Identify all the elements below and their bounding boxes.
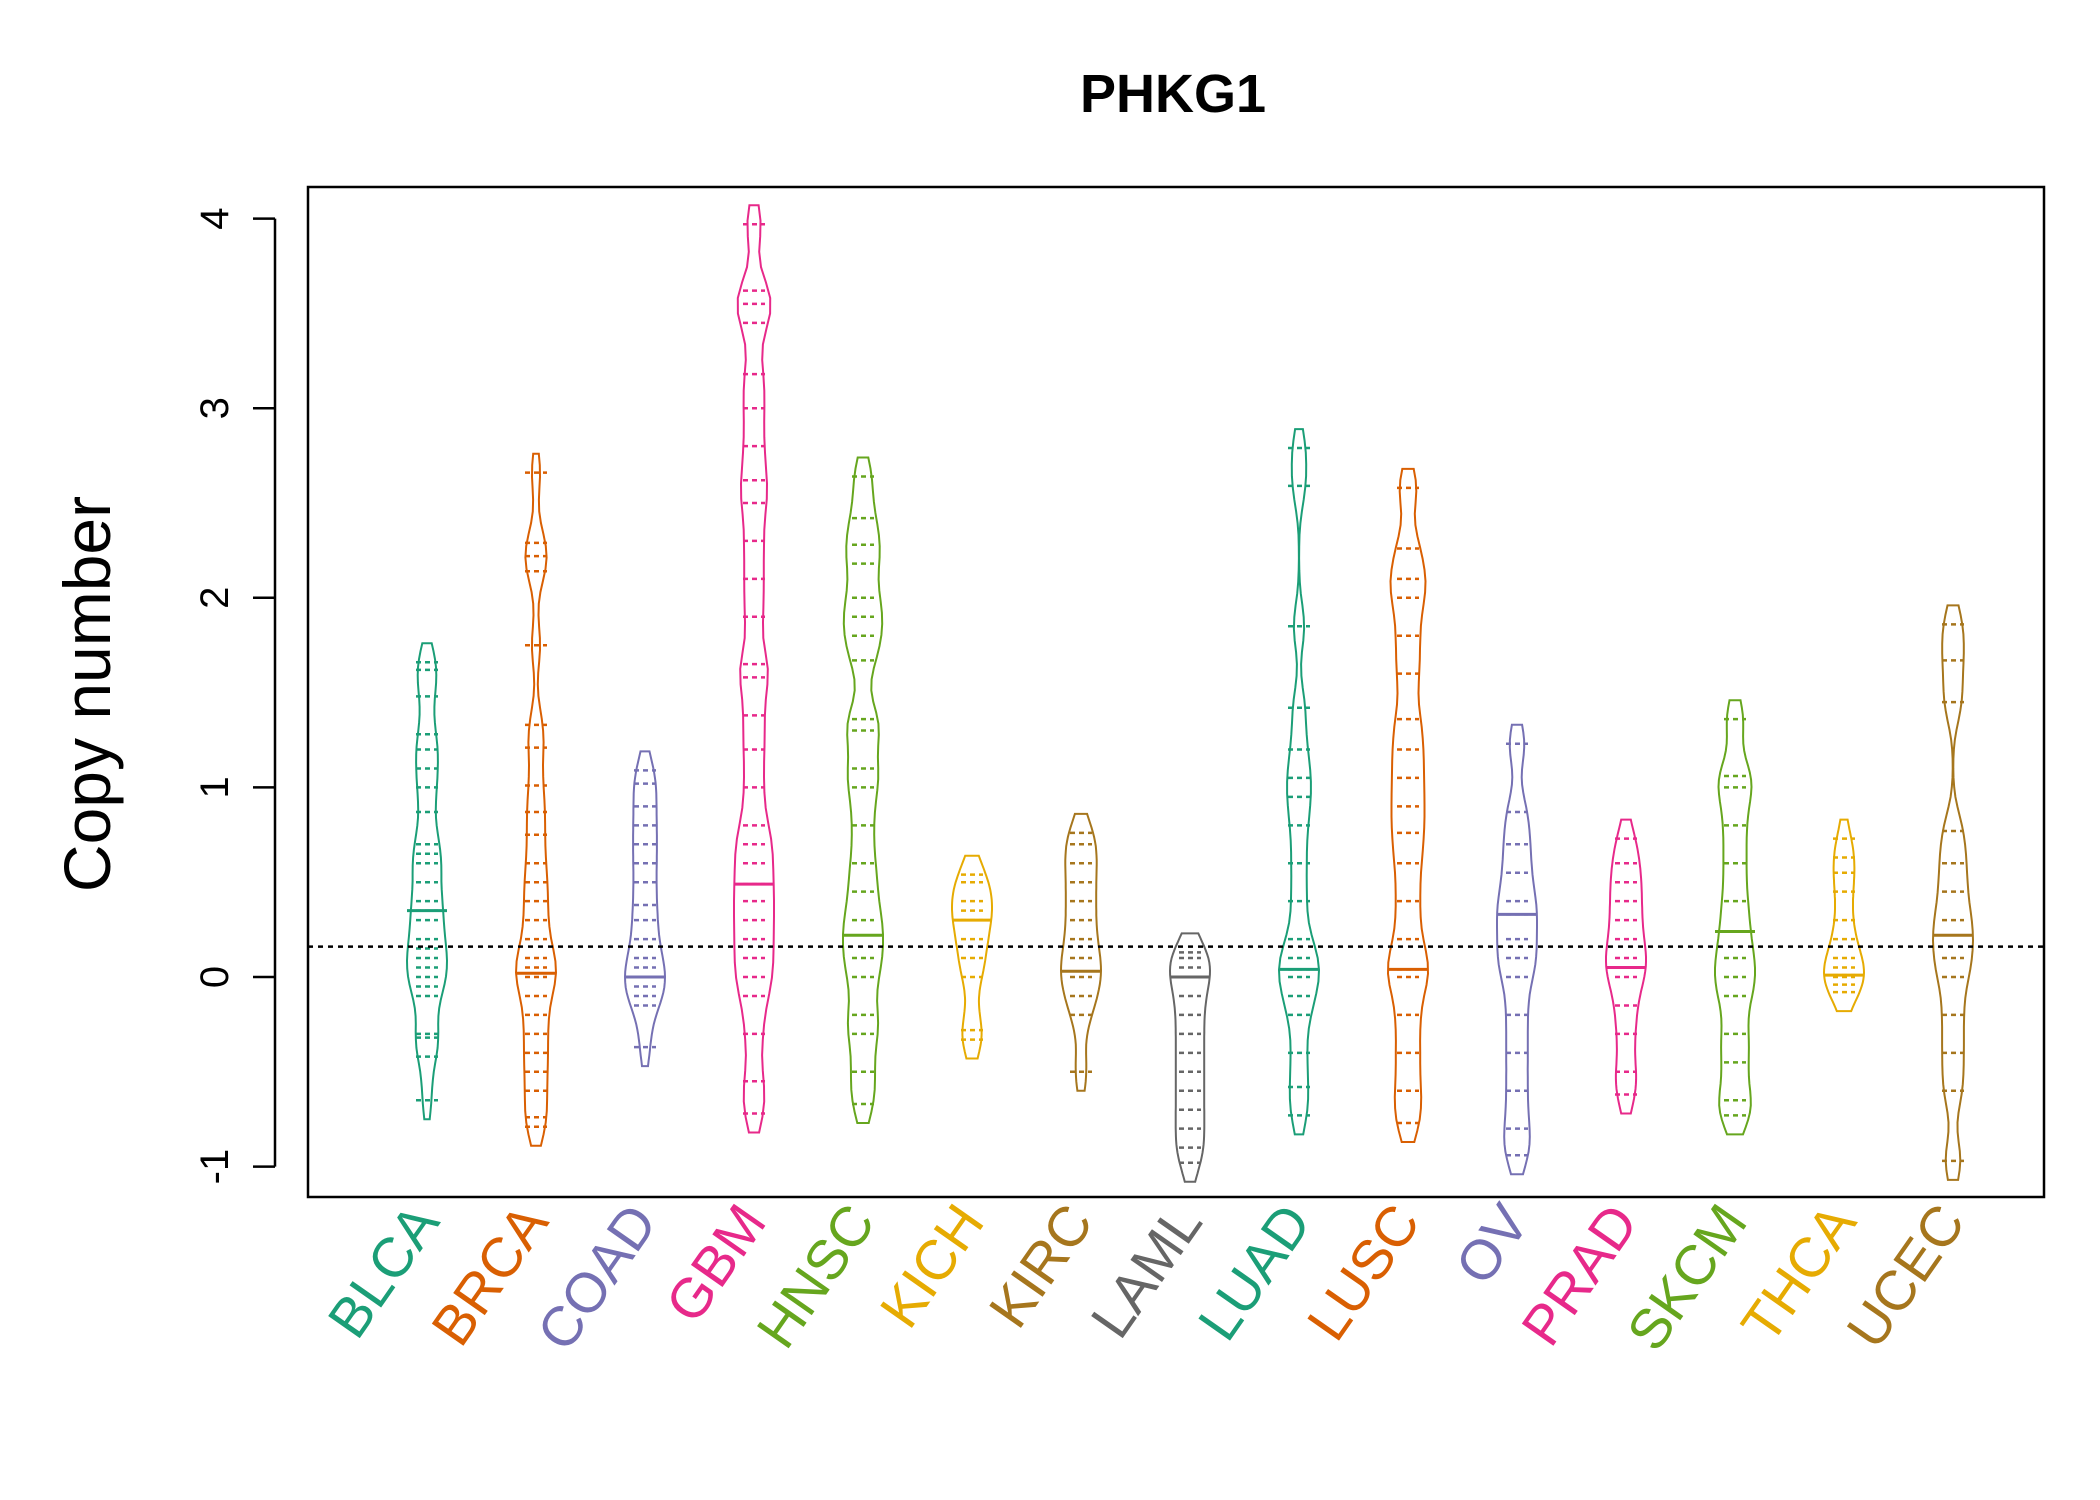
x-label-coad: COAD <box>524 1193 668 1362</box>
bean-ov <box>1496 723 1538 1176</box>
bean-outline <box>1822 818 1866 1013</box>
bean-coad <box>623 750 667 1068</box>
bean-outline <box>1168 932 1212 1183</box>
x-label-luad: LUAD <box>1186 1193 1323 1352</box>
bean-outline <box>1714 699 1756 1136</box>
bean-outline <box>733 204 775 1134</box>
bean-outline <box>842 456 884 1124</box>
bean-outline <box>1496 723 1538 1176</box>
bean-laml <box>1168 932 1212 1183</box>
y-tick-label: 2 <box>193 587 237 609</box>
y-tick-label: 3 <box>193 397 237 419</box>
y-tick-label: 1 <box>193 776 237 798</box>
x-label-skcm: SKCM <box>1614 1193 1758 1362</box>
bean-skcm <box>1714 699 1756 1136</box>
bean-prad <box>1605 818 1647 1115</box>
bean-kirc <box>1059 812 1103 1092</box>
x-label-lusc: LUSC <box>1295 1193 1432 1352</box>
x-label-laml: LAML <box>1078 1193 1214 1349</box>
y-axis-label: Copy number <box>50 496 124 892</box>
beans <box>405 204 1975 1183</box>
bean-gbm <box>733 204 775 1134</box>
x-label-hnsc: HNSC <box>744 1193 887 1359</box>
x-label-kich: KICH <box>867 1193 995 1339</box>
x-label-ucec: UCEC <box>1834 1193 1977 1359</box>
bean-outline <box>623 750 667 1068</box>
x-label-ov: OV <box>1443 1192 1541 1295</box>
plot-frame <box>306 185 2046 1199</box>
bean-outline <box>514 452 558 1147</box>
bean-ucec <box>1931 604 1975 1181</box>
bean-blca <box>405 642 449 1121</box>
y-tick-label: 0 <box>193 966 237 988</box>
bean-thca <box>1822 818 1866 1013</box>
bean-luad <box>1277 428 1321 1136</box>
chart-title: PHKG1 <box>1080 64 1266 124</box>
y-axis: -1 0 1 2 3 4 <box>193 207 277 1185</box>
bean-kich <box>951 854 993 1060</box>
bean-hnsc <box>842 456 884 1124</box>
bean-outline <box>1277 428 1321 1136</box>
bean-outline <box>1059 812 1103 1092</box>
bean-lusc <box>1386 467 1430 1143</box>
y-tick-label: -1 <box>193 1149 237 1185</box>
bean-brca <box>514 452 558 1147</box>
y-tick-label: 4 <box>193 207 237 229</box>
